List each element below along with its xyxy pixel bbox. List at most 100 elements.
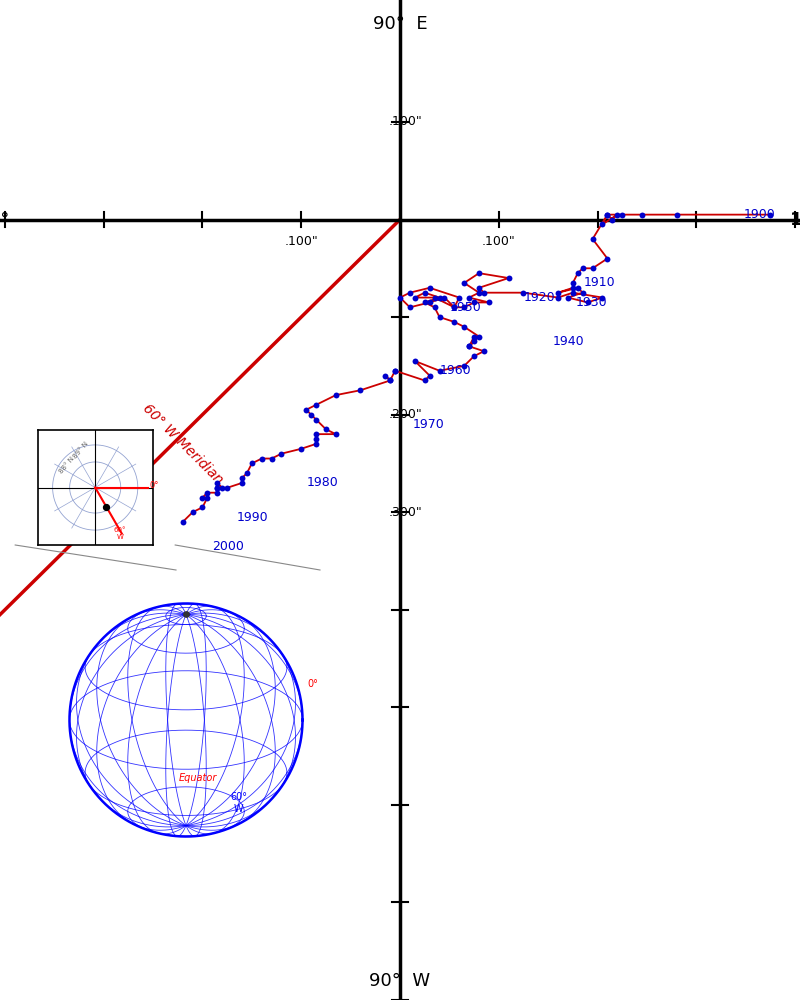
Point <box>221 480 234 496</box>
Text: 1940: 1940 <box>553 335 585 348</box>
Point <box>305 407 318 423</box>
Text: 1950: 1950 <box>450 301 481 314</box>
Text: 2000: 2000 <box>212 540 244 553</box>
Point <box>310 436 322 452</box>
Point <box>428 290 441 306</box>
Point <box>255 451 268 467</box>
Point <box>394 290 406 306</box>
Point <box>211 480 224 496</box>
Point <box>433 309 446 325</box>
Point <box>562 290 574 306</box>
Point <box>300 402 313 418</box>
Point <box>99 499 112 515</box>
Point <box>462 338 475 354</box>
Point <box>216 480 229 496</box>
Text: 1990: 1990 <box>237 511 269 524</box>
Point <box>586 231 599 247</box>
Text: 0°: 0° <box>150 481 159 490</box>
Point <box>468 329 481 345</box>
Point <box>468 348 481 364</box>
Text: 60° W Meridian: 60° W Meridian <box>140 401 226 487</box>
Point <box>616 207 629 223</box>
Point <box>571 280 584 296</box>
Text: 88° N: 88° N <box>58 456 75 475</box>
Point <box>606 212 618 228</box>
Point <box>611 207 624 223</box>
Text: 1900: 1900 <box>743 208 775 221</box>
Point <box>428 299 441 315</box>
Point <box>601 207 614 223</box>
Point <box>211 485 224 501</box>
Point <box>423 294 436 310</box>
Point <box>478 285 490 301</box>
Point <box>438 290 451 306</box>
Text: 1910: 1910 <box>584 276 615 289</box>
Point <box>433 363 446 379</box>
Point <box>473 280 486 296</box>
Point <box>586 260 599 276</box>
Text: 1970: 1970 <box>413 418 445 431</box>
Point <box>423 280 436 296</box>
Point <box>384 372 397 388</box>
Point <box>241 465 254 481</box>
Point <box>196 490 209 506</box>
Point <box>462 338 475 354</box>
Point <box>235 470 248 486</box>
Point <box>571 265 584 281</box>
Text: 60°
W: 60° W <box>114 527 126 540</box>
Point <box>468 333 481 349</box>
Point <box>354 382 367 398</box>
Point <box>517 285 530 301</box>
Point <box>330 387 342 403</box>
Point <box>418 285 431 301</box>
Point <box>310 397 322 413</box>
Point <box>275 446 288 462</box>
Point <box>409 353 422 369</box>
Point <box>482 294 495 310</box>
Text: 1920: 1920 <box>523 291 555 304</box>
Point <box>384 372 397 388</box>
Text: 180°: 180° <box>790 211 800 229</box>
Text: .100": .100" <box>284 235 318 248</box>
Point <box>310 426 322 442</box>
Point <box>448 314 461 330</box>
Text: 90°  E: 90° E <box>373 15 427 33</box>
Point <box>601 251 614 267</box>
Point <box>423 368 436 384</box>
Point <box>462 290 475 306</box>
Point <box>468 294 481 310</box>
Point <box>403 285 416 301</box>
Point <box>266 451 278 467</box>
Point <box>453 290 466 306</box>
Point <box>310 431 322 447</box>
Point <box>246 455 258 471</box>
Point <box>601 207 614 223</box>
Text: 0°: 0° <box>0 211 10 229</box>
Text: .200": .200" <box>388 408 422 421</box>
Point <box>552 285 565 301</box>
Point <box>552 290 565 306</box>
Point <box>418 294 431 310</box>
Point <box>458 358 470 374</box>
Text: 1980: 1980 <box>306 476 338 489</box>
Point <box>389 363 402 379</box>
Point <box>670 207 683 223</box>
Point <box>582 294 594 310</box>
Point <box>211 480 224 496</box>
Point <box>448 299 461 315</box>
Text: 60°
W: 60° W <box>230 792 247 814</box>
Point <box>310 412 322 428</box>
Point <box>201 490 214 506</box>
Point <box>409 290 422 306</box>
Point <box>576 285 589 301</box>
Point <box>235 475 248 491</box>
Point <box>473 285 486 301</box>
Point <box>448 299 461 315</box>
Point <box>389 363 402 379</box>
Text: 90°  W: 90° W <box>370 972 430 990</box>
Point <box>458 319 470 335</box>
Point <box>378 368 391 384</box>
Point <box>295 441 308 457</box>
Point <box>176 514 189 530</box>
Text: Equator: Equator <box>178 773 217 783</box>
